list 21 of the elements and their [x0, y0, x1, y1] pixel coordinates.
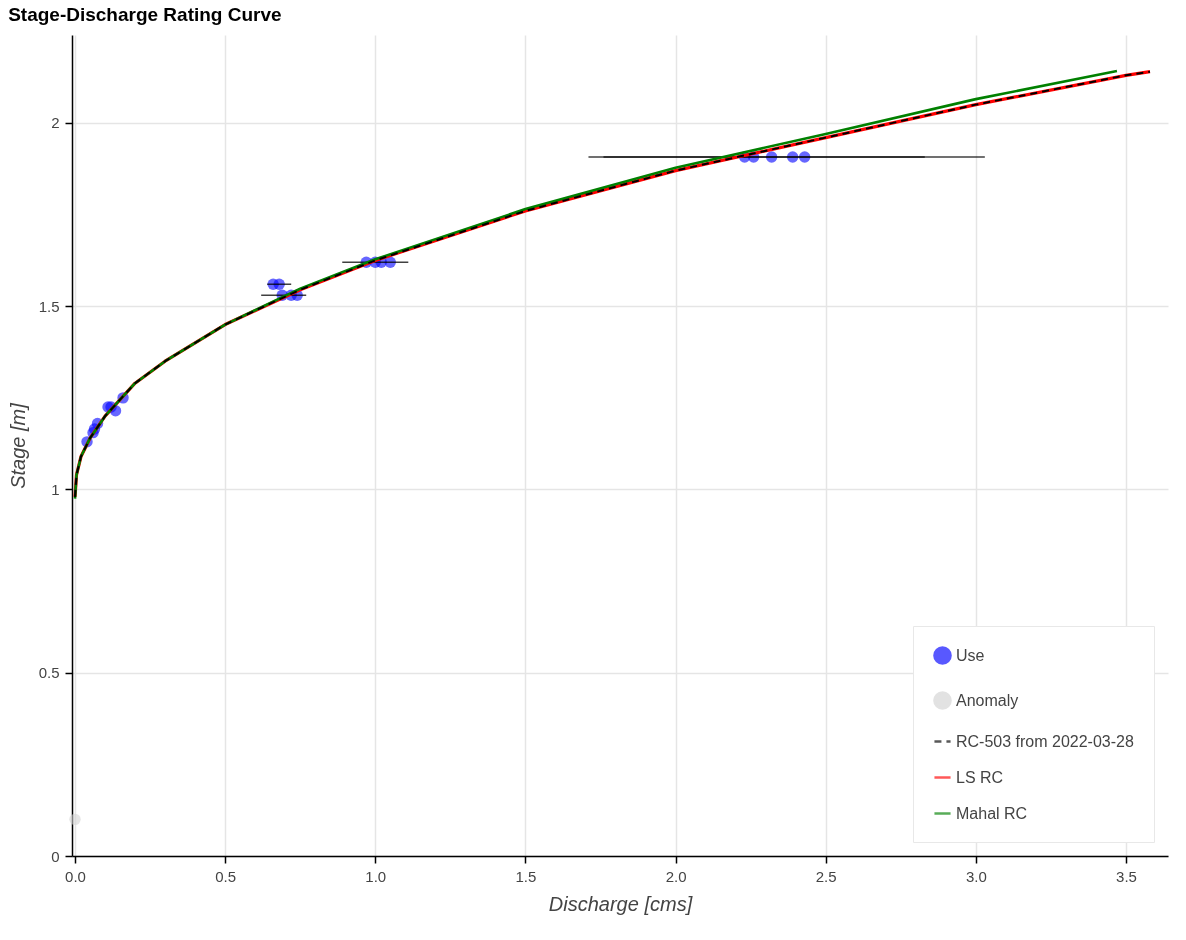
legend-label: Anomaly	[956, 691, 1019, 709]
y-tick-label: 1	[51, 480, 60, 498]
x-tick-label: 3.0	[965, 867, 987, 885]
y-axis-title: Stage [m]	[6, 402, 29, 489]
x-axis-title: Discharge [cms]	[548, 892, 693, 915]
y-tick-label: 0.5	[38, 664, 60, 682]
chart-title: Stage-Discharge Rating Curve	[8, 4, 282, 25]
legend-label: Mahal RC	[956, 804, 1028, 822]
x-tick-label: 0.0	[65, 867, 86, 885]
x-tick-label: 3.5	[1116, 867, 1137, 885]
x-tick-label: 1.5	[515, 867, 537, 885]
legend-label: Use	[956, 646, 985, 664]
y-tick-label: 1.5	[38, 297, 60, 315]
y-tick-label: 0	[51, 847, 60, 865]
y-tick-label: 2	[51, 114, 60, 132]
x-tick-label: 2.0	[665, 867, 687, 885]
x-tick-label: 0.5	[215, 867, 237, 885]
legend-label: RC-503 from 2022-03-28	[956, 732, 1134, 750]
x-tick-label: 1.0	[365, 867, 387, 885]
x-tick-label: 2.5	[815, 867, 837, 885]
legend-label: LS RC	[956, 768, 1004, 786]
